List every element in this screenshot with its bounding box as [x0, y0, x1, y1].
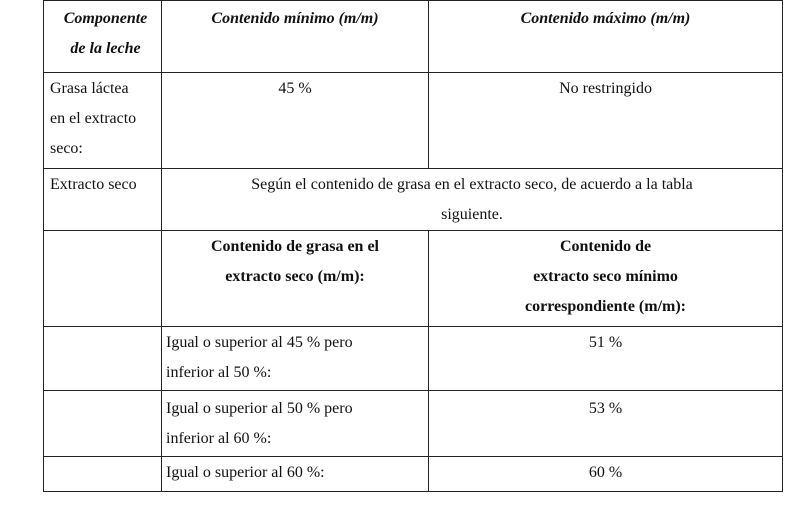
subtable-head-dry-line2: extracto seco mínimo [533, 268, 678, 285]
table-row: Igual o superior al 50 % pero inferior a… [43, 390, 783, 457]
subtable-empty-cell [43, 456, 162, 492]
fat-range-cell: Igual o superior al 50 % pero inferior a… [161, 390, 429, 457]
header-component-line2: de la leche [70, 40, 141, 57]
header-max-content: Contenido máximo (m/m) [428, 0, 783, 73]
extracto-note-cell: Según el contenido de grasa en el extrac… [161, 168, 783, 231]
fat-range-line2: inferior al 50 %: [166, 364, 272, 381]
grasa-label-line3: seco: [50, 140, 83, 157]
extracto-note-line1: Según el contenido de grasa en el extrac… [251, 176, 693, 193]
grasa-label-line2: en el extracto [50, 110, 137, 127]
subtable-head-fat-cell: Contenido de grasa en el extracto seco (… [161, 230, 429, 327]
table-row-grasa: Grasa láctea en el extracto seco: 45 % N… [43, 72, 783, 169]
grasa-max-value: No restringido [428, 72, 783, 169]
subtable-head-fat-line1: Contenido de grasa en el [211, 238, 379, 255]
fat-range-line2: inferior al 60 %: [166, 430, 272, 447]
header-min-content: Contenido mínimo (m/m) [161, 0, 429, 73]
header-component-line1: Componente [63, 10, 148, 27]
subtable-head-dry-line3: correspondiente (m/m): [525, 298, 686, 315]
min-dry-extract-value: 53 % [428, 390, 783, 457]
subtable-header-row: Contenido de grasa en el extracto seco (… [43, 230, 783, 327]
subtable-head-dry-cell: Contenido de extracto seco mínimo corres… [428, 230, 783, 327]
table-header-row: Componente de la leche Contenido mínimo … [43, 0, 783, 73]
subtable-head-fat-line2: extracto seco (m/m): [225, 268, 365, 285]
subtable-empty-cell [43, 230, 162, 327]
extracto-note-line2: siguiente. [441, 206, 503, 223]
table-row: Igual o superior al 60 %: 60 % [43, 456, 783, 492]
grasa-label-line1: Grasa láctea [50, 80, 129, 97]
fat-range-line1: Igual o superior al 45 % pero [166, 334, 353, 351]
fat-range-cell: Igual o superior al 60 %: [161, 456, 429, 492]
min-dry-extract-value: 60 % [428, 456, 783, 492]
fat-range-cell: Igual o superior al 45 % pero inferior a… [161, 326, 429, 391]
min-dry-extract-value: 51 % [428, 326, 783, 391]
fat-range-line1: Igual o superior al 60 %: [166, 464, 325, 481]
header-component-cell: Componente de la leche [43, 0, 162, 73]
extracto-label: Extracto seco [43, 168, 162, 231]
table-row-extracto: Extracto seco Según el contenido de gras… [43, 168, 783, 231]
fat-range-line1: Igual o superior al 50 % pero [166, 400, 353, 417]
milk-composition-table: Componente de la leche Contenido mínimo … [43, 0, 783, 492]
table-row: Igual o superior al 45 % pero inferior a… [43, 326, 783, 391]
subtable-empty-cell [43, 390, 162, 457]
grasa-min-value: 45 % [161, 72, 429, 169]
grasa-label-cell: Grasa láctea en el extracto seco: [43, 72, 162, 169]
subtable-empty-cell [43, 326, 162, 391]
subtable-head-dry-line1: Contenido de [559, 238, 652, 255]
